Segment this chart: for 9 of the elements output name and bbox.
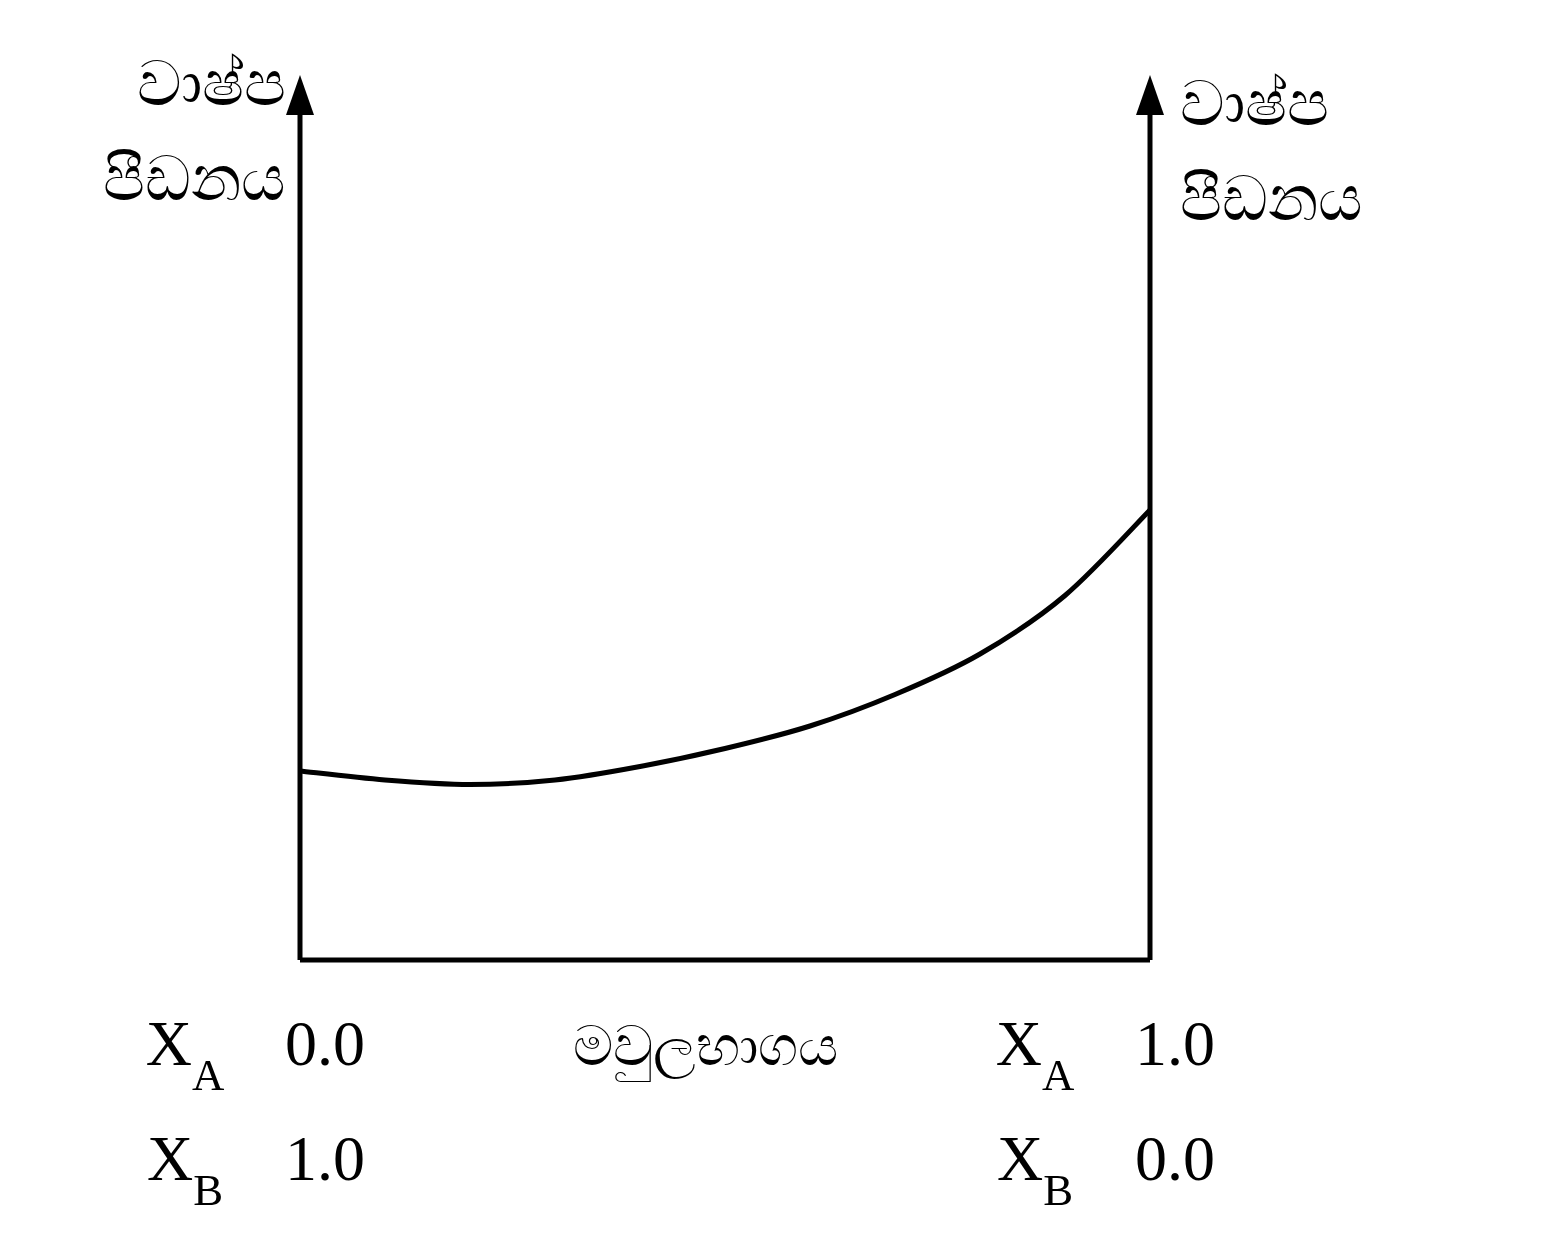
y-axis-title: වාෂ්ප පීඩනය bbox=[103, 47, 286, 215]
x2-tick-label: 0.0 bbox=[1135, 1123, 1215, 1194]
x-axis-title: මවුලභාගය bbox=[572, 1013, 838, 1082]
y2-axis-title: වාෂ්ප පීඩනය bbox=[1180, 67, 1363, 235]
text: X$_{A}$ bbox=[145, 1008, 225, 1100]
text: X$_{A}$ bbox=[995, 1008, 1075, 1100]
text: X$_{B}$ bbox=[996, 1123, 1074, 1215]
text: X$_{B}$ bbox=[146, 1123, 224, 1215]
x2-tick-label: 1.0 bbox=[285, 1123, 365, 1194]
